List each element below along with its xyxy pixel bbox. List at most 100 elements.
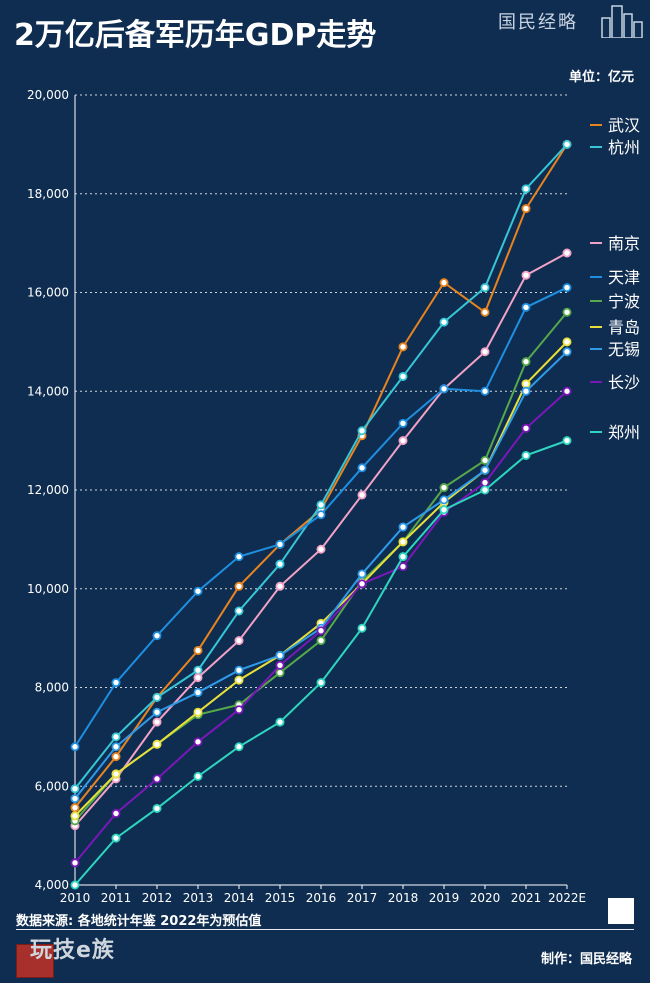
data-point — [275, 660, 285, 670]
data-point — [398, 436, 408, 446]
brand-building-icon — [601, 5, 643, 38]
data-point — [521, 386, 531, 396]
data-point — [111, 678, 121, 688]
data-point — [398, 342, 408, 352]
unit-label: 单位：亿元 — [568, 70, 634, 85]
data-source: 数据来源: 各地统计年鉴 2022年为预估值 — [16, 914, 262, 929]
data-point — [398, 562, 408, 572]
data-point — [398, 552, 408, 562]
data-point — [521, 184, 531, 194]
data-point — [521, 379, 531, 389]
data-point — [439, 505, 449, 515]
data-point — [316, 510, 326, 520]
data-point — [275, 717, 285, 727]
data-point — [357, 490, 367, 500]
y-tick-label: 12,000 — [27, 483, 69, 497]
data-point — [357, 579, 367, 589]
data-point — [152, 739, 162, 749]
data-point — [193, 771, 203, 781]
data-point — [480, 478, 490, 488]
credit-text: 制作：国民经略 — [540, 952, 632, 967]
data-point — [562, 436, 572, 446]
data-point — [70, 803, 80, 813]
legend-label: 宁波 — [608, 292, 640, 311]
legend-label: 武汉 — [608, 116, 640, 135]
x-tick-label: 2017 — [347, 891, 378, 905]
y-tick-label: 10,000 — [27, 582, 69, 596]
data-point — [234, 742, 244, 752]
data-point — [234, 636, 244, 646]
x-tick-label: 2022E — [548, 891, 586, 905]
x-tick-label: 2019 — [429, 891, 460, 905]
y-tick-label: 6,000 — [35, 779, 69, 793]
data-point — [193, 737, 203, 747]
data-point — [357, 569, 367, 579]
data-point — [562, 248, 572, 258]
data-point — [234, 705, 244, 715]
data-point — [316, 544, 326, 554]
qr-code-icon — [608, 898, 634, 924]
data-point — [152, 803, 162, 813]
data-point — [152, 717, 162, 727]
data-point — [234, 581, 244, 591]
data-point — [275, 559, 285, 569]
data-point — [357, 463, 367, 473]
data-point — [480, 307, 490, 317]
series-line-宁波 — [74, 311, 568, 822]
series-line-无锡 — [74, 351, 568, 800]
y-tick-label: 14,000 — [27, 384, 69, 398]
data-point — [70, 858, 80, 868]
y-tick-label: 8,000 — [35, 681, 69, 695]
y-tick-label: 20,000 — [27, 88, 69, 102]
legend-label: 长沙 — [608, 373, 640, 392]
data-point — [275, 650, 285, 660]
data-point — [521, 450, 531, 460]
data-point — [152, 631, 162, 641]
data-point — [439, 495, 449, 505]
data-point — [521, 357, 531, 367]
data-point — [480, 386, 490, 396]
legend-label: 杭州 — [608, 138, 640, 157]
data-point — [152, 707, 162, 717]
x-tick-label: 2018 — [388, 891, 419, 905]
data-point — [193, 687, 203, 697]
x-tick-label: 2016 — [306, 891, 337, 905]
y-tick-label: 16,000 — [27, 286, 69, 300]
data-point — [480, 485, 490, 495]
x-tick-label: 2021 — [511, 891, 542, 905]
data-point — [275, 581, 285, 591]
x-tick-label: 2011 — [101, 891, 132, 905]
data-point — [398, 537, 408, 547]
x-tick-label: 2013 — [183, 891, 214, 905]
data-point — [562, 386, 572, 396]
data-point — [439, 278, 449, 288]
y-tick-label: 18,000 — [27, 187, 69, 201]
data-point — [234, 606, 244, 616]
chart-title: 2万亿后备军历年GDP走势 — [14, 18, 377, 53]
data-point — [193, 665, 203, 675]
data-point — [521, 204, 531, 214]
data-point — [562, 347, 572, 357]
data-point — [111, 833, 121, 843]
seal-logo — [16, 944, 54, 978]
legend-label: 青岛 — [608, 318, 640, 337]
data-point — [562, 139, 572, 149]
data-point — [70, 742, 80, 752]
data-point — [398, 522, 408, 532]
data-point — [70, 794, 80, 804]
data-point — [357, 623, 367, 633]
legend-label: 天津 — [608, 268, 640, 287]
x-tick-label: 2010 — [60, 891, 91, 905]
data-point — [398, 418, 408, 428]
data-point — [152, 692, 162, 702]
data-point — [111, 808, 121, 818]
data-point — [521, 270, 531, 280]
data-point — [70, 811, 80, 821]
footer-divider — [16, 929, 634, 930]
data-point — [193, 673, 203, 683]
watermark-logo: 玩技e族 — [30, 938, 115, 963]
series-line-杭州 — [74, 143, 568, 790]
data-point — [111, 732, 121, 742]
legend-label: 无锡 — [608, 340, 640, 359]
